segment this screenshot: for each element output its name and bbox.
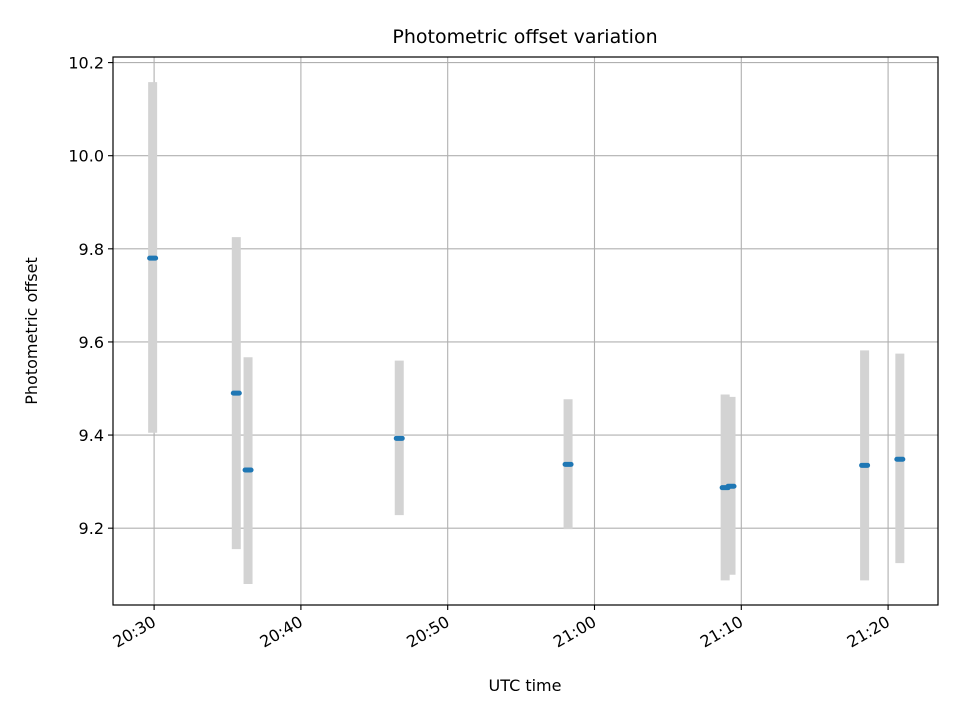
data-points: [147, 255, 906, 491]
x-axis-title: UTC time: [489, 676, 562, 695]
data-point: [894, 456, 906, 462]
data-point: [230, 390, 242, 396]
y-axis: 9.2 9.4 9.6 9.8 10.0 10.2: [68, 54, 113, 538]
data-point: [725, 483, 737, 489]
chart-title: Photometric offset variation: [392, 26, 657, 48]
y-tick-label: 10.2: [68, 54, 104, 73]
data-point: [393, 435, 405, 441]
data-point: [562, 461, 574, 467]
plot-frame: [112, 56, 939, 606]
y-tick-label: 9.6: [79, 333, 104, 352]
y-tick-label: 10.0: [68, 147, 104, 166]
data-point: [147, 255, 159, 261]
y-tick-label: 9.4: [79, 426, 104, 445]
y-axis-title: Photometric offset: [22, 257, 41, 405]
data-point: [242, 467, 254, 473]
y-tick-label: 9.2: [79, 519, 104, 538]
y-tick-label: 9.8: [79, 240, 104, 259]
data-point: [859, 462, 871, 468]
